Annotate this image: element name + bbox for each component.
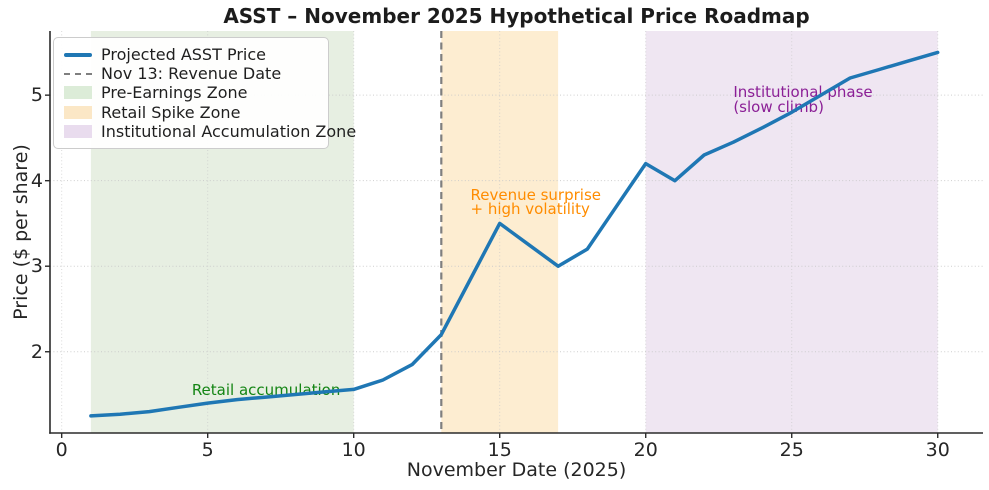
legend-item-label: Nov 13: Revenue Date — [101, 64, 282, 84]
legend-item-pre-earnings-zone: Pre-Earnings Zone — [64, 83, 318, 102]
x-tick-label: 20 — [633, 439, 658, 461]
legend-item-label: Pre-Earnings Zone — [101, 83, 248, 103]
x-tick-label: 0 — [55, 439, 68, 461]
x-axis-label: November Date (2025) — [406, 459, 627, 481]
y-tick-label: 5 — [30, 84, 43, 107]
legend-item-projected-price: Projected ASST Price — [64, 45, 318, 64]
patch-swatch-icon — [64, 105, 92, 119]
patch-swatch-icon — [64, 124, 92, 138]
x-tick-label: 30 — [925, 439, 950, 461]
x-tick-label: 25 — [779, 439, 804, 461]
annotation-revenue-surprise: Revenue surprise + high volatility — [470, 187, 601, 219]
y-tick-label: 3 — [30, 255, 43, 278]
legend-item-institutional-zone: Institutional Accumulation Zone — [64, 122, 356, 141]
patch-swatch-icon — [64, 86, 92, 100]
line-swatch-icon — [64, 48, 92, 62]
x-tick-label: 15 — [487, 439, 512, 461]
dashed-line-swatch-icon — [64, 67, 92, 81]
x-tick-label: 10 — [341, 439, 366, 461]
legend-item-label: Projected ASST Price — [101, 45, 266, 65]
zone-retail-spike — [441, 31, 559, 433]
y-tick-label: 2 — [30, 340, 43, 363]
annotation-institutional-phase: Institutional phase (slow climb) — [733, 85, 872, 114]
legend-item-retail-spike-zone: Retail Spike Zone — [64, 103, 318, 122]
legend: Projected ASST Price Nov 13: Revenue Dat… — [53, 37, 356, 149]
annotation-line: + high volatility — [470, 200, 590, 219]
annotation-line: (slow climb) — [733, 97, 824, 116]
legend-item-label: Retail Spike Zone — [101, 102, 241, 122]
legend-item-label: Institutional Accumulation Zone — [101, 121, 357, 141]
legend-item-revenue-date: Nov 13: Revenue Date — [64, 64, 318, 83]
annotation-line: Retail accumulation — [191, 380, 341, 399]
chart-title: ASST – November 2025 Hypothetical Price … — [223, 4, 810, 28]
annotation-retail-accumulation: Retail accumulation — [192, 383, 341, 398]
x-tick-label: 5 — [201, 439, 214, 461]
y-tick-label: 4 — [30, 169, 43, 192]
